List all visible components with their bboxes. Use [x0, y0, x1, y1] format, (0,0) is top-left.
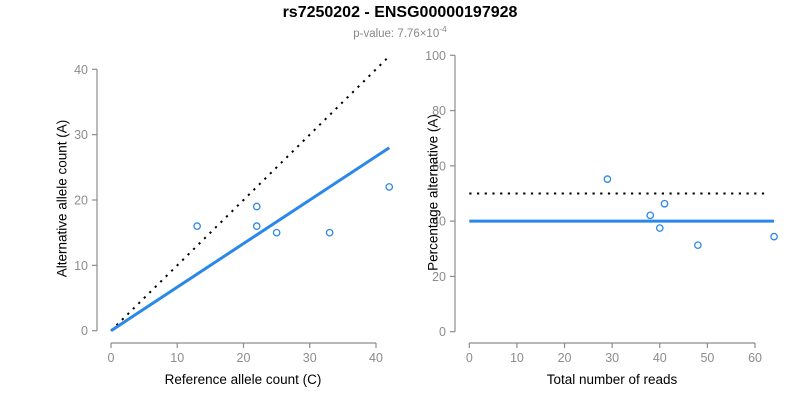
y-tick-label: 0 — [439, 325, 446, 339]
subtitle-text: p-value: 7.76×10 — [353, 27, 440, 40]
x-tick-label: 0 — [108, 351, 115, 365]
x-tick-label: 20 — [237, 351, 251, 365]
x-tick-label: 10 — [170, 351, 184, 365]
y-tick-label: 100 — [425, 49, 446, 63]
data-point — [660, 199, 669, 208]
x-tick-label: 50 — [700, 351, 714, 365]
data-point — [193, 222, 201, 230]
y-tick-label: 0 — [81, 324, 88, 338]
x-tick-label: 40 — [653, 351, 667, 365]
x-tick-label: 10 — [510, 351, 524, 365]
x-tick-label: 0 — [466, 351, 473, 365]
subtitle-exponent: -4 — [439, 24, 447, 34]
x-tick-label: 60 — [748, 351, 762, 365]
data-point — [325, 228, 334, 237]
chart-subtitle: p-value: 7.76×10-4 — [0, 24, 800, 40]
right-x-axis-label: Total number of reads — [546, 372, 678, 387]
chart-title: rs7250202 - ENSG00000197928 — [282, 4, 518, 21]
y-tick-label: 40 — [432, 215, 446, 229]
identity-line — [110, 55, 390, 332]
x-tick-label: 40 — [369, 351, 383, 365]
y-tick-label: 60 — [432, 159, 446, 173]
data-point — [603, 175, 612, 183]
y-tick-label: 40 — [74, 63, 88, 77]
data-point — [252, 222, 261, 230]
data-point — [272, 228, 281, 237]
data-point — [770, 232, 778, 241]
y-tick-label: 20 — [432, 270, 446, 284]
y-tick-label: 20 — [74, 194, 88, 208]
y-tick-label: 80 — [432, 104, 446, 118]
left-y-axis-label: Alternative allele count (A) — [54, 119, 70, 278]
data-point — [655, 224, 664, 232]
data-point — [694, 241, 702, 250]
data-point — [252, 202, 261, 211]
fitted-line — [110, 146, 391, 332]
right-y-axis-label: Percentage alternative (A) — [425, 114, 441, 271]
x-tick-label: 30 — [605, 351, 619, 365]
x-tick-label: 20 — [558, 351, 572, 365]
y-tick-label: 10 — [74, 259, 88, 273]
x-tick-label: 30 — [303, 351, 317, 365]
right-scatter-plot: 0 20 40 60 80 100 0 10 20 30 40 50 60 — [425, 49, 778, 365]
left-scatter-plot: 0 10 20 30 40 0 10 20 30 40 — [74, 55, 394, 365]
data-point — [385, 183, 394, 191]
y-tick-label: 30 — [74, 128, 88, 142]
data-point — [646, 211, 655, 220]
left-x-axis-label: Reference allele count (C) — [164, 372, 322, 387]
